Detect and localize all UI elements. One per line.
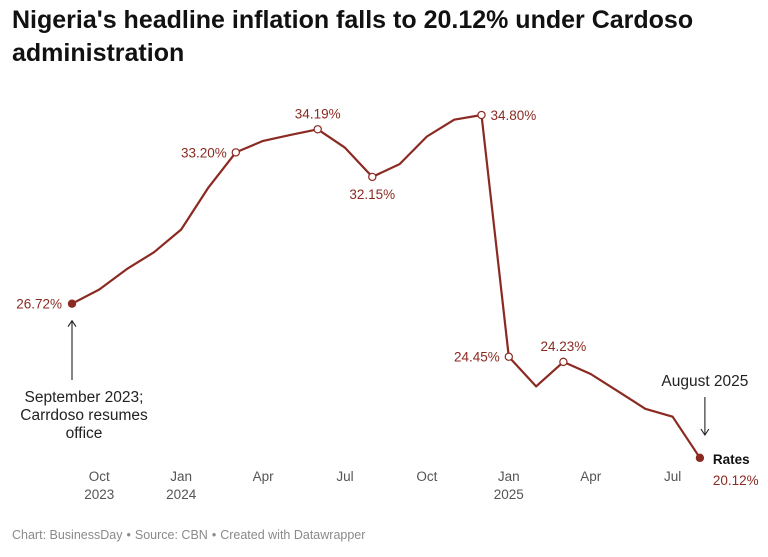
data-label: 34.19% [295,106,341,121]
footer-created-with: Created with Datawrapper [220,528,366,542]
x-tick-label: Jul [336,469,353,484]
footer: Chart: BusinessDay • Source: CBN • Created w… [12,528,365,542]
inflation-series-line [70,113,702,459]
annotation-text: September 2023; [25,389,144,406]
footer-source: Source: CBN [134,528,208,542]
x-tick-label: Jul [664,469,681,484]
x-tick-label: Oct [89,469,110,484]
data-point-marker [67,299,77,308]
data-point-marker [477,110,486,120]
x-tick-label: 2025 [494,487,524,502]
x-tick-label: Apr [253,469,275,484]
x-tick-label: Apr [580,469,602,484]
data-point-marker [504,352,513,361]
data-label: 26.72% [16,297,62,312]
data-point-marker [231,148,240,157]
x-tick-label: Jan [498,469,520,484]
annotation-text: August 2025 [661,373,748,390]
x-tick-label: 2023 [84,487,114,502]
annotation-text: Carrdoso resumes [20,407,148,424]
data-label: 32.15% [349,187,395,202]
annotation-arrowhead [700,428,710,436]
data-label: 34.80% [491,108,537,123]
data-label: 33.20% [181,145,227,160]
x-tick-label: Jan [170,469,192,484]
data-label: 20.12% [713,473,759,488]
series-label: Rates [713,452,750,467]
data-point-marker [695,453,705,463]
data-point-marker [313,125,322,134]
annotation-arrowhead [67,319,77,328]
x-tick-label: 2024 [166,487,197,502]
data-point-marker [368,172,377,182]
data-point-marker [559,357,568,367]
footer-separator: • [126,528,131,542]
chart-title: Nigeria's headline inflation falls to 20… [12,6,694,67]
x-tick-label: Oct [416,469,437,484]
data-label: 24.23% [541,339,587,354]
footer-separator: • [211,528,217,542]
footer-chart-credit: Chart: BusinessDay [12,528,123,542]
annotation-text: office [66,425,103,442]
data-label: 24.45% [454,350,500,365]
